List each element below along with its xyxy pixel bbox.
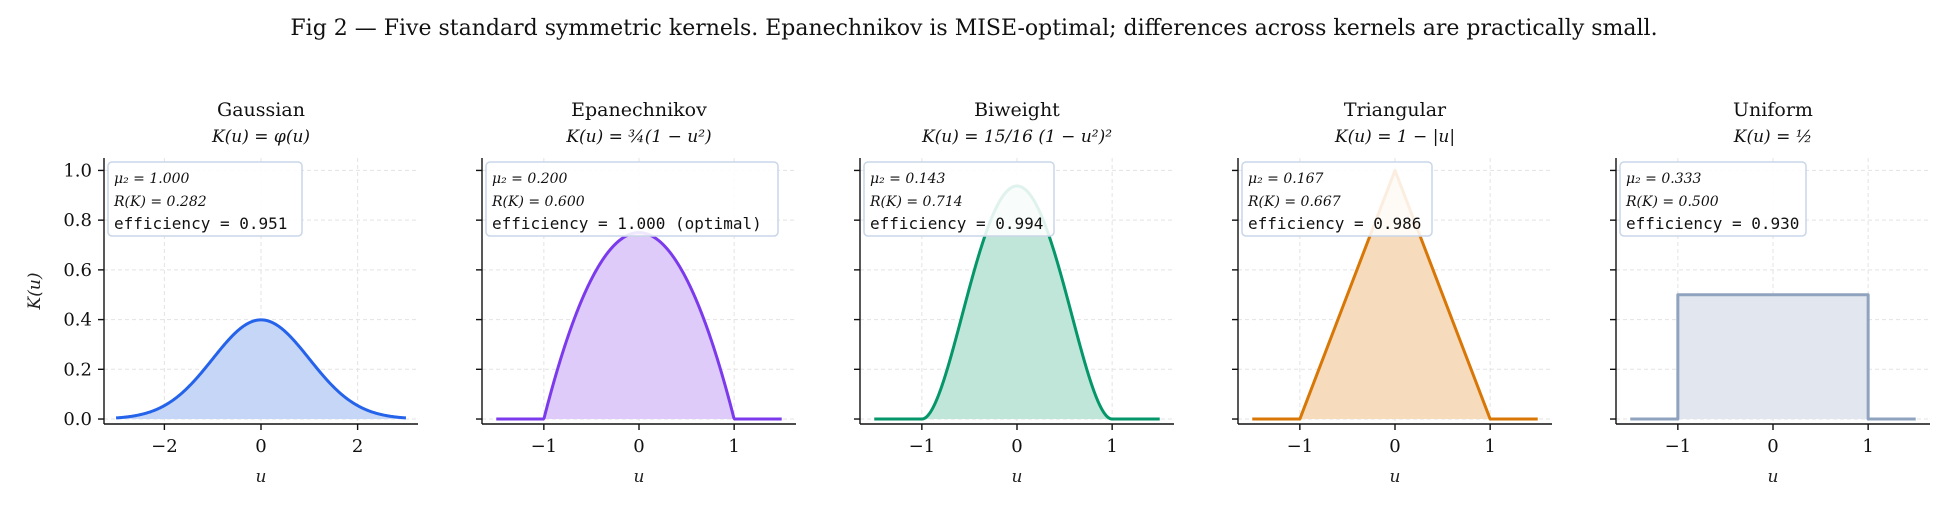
stat-efficiency: efficiency = 1.000 (optimal) (492, 214, 762, 233)
y-tick-label: 0.2 (63, 359, 92, 380)
y-tick-label: 0.0 (63, 409, 92, 430)
stat-efficiency: efficiency = 0.951 (114, 214, 287, 233)
stats-box (1241, 161, 1433, 237)
kernel-fill-area (116, 319, 406, 420)
panel-title: Uniform (1733, 99, 1813, 121)
stat-efficiency: efficiency = 0.930 (1626, 214, 1799, 233)
stat-mu2: μ₂ = 0.333 (1626, 171, 1702, 187)
panel-formula: K(u) = 15/16 (1 − u²)² (921, 127, 1112, 147)
x-tick-label: 1 (1484, 436, 1495, 457)
y-tick-label: 0.8 (63, 210, 92, 231)
stat-roughness: R(K) = 0.714 (869, 194, 963, 210)
kernel-fill-area (496, 232, 782, 420)
kernel-fill-area (874, 185, 1160, 420)
x-tick-label: 0 (633, 436, 644, 457)
x-tick-label: 1 (1106, 436, 1117, 457)
x-tick-label: 2 (352, 436, 363, 457)
x-axis-label: u (1012, 467, 1023, 487)
kernel-fill-area (1630, 294, 1916, 420)
kernel-fill-area (1252, 170, 1538, 420)
x-axis-label: u (1768, 467, 1779, 487)
x-axis-label: u (256, 467, 267, 487)
panel-title: Triangular (1344, 99, 1447, 121)
y-tick-label: 1.0 (63, 160, 92, 181)
panel-formula: K(u) = φ(u) (211, 127, 310, 147)
stat-mu2: μ₂ = 0.167 (1248, 171, 1324, 187)
y-tick-label: 0.6 (63, 260, 92, 281)
stat-roughness: R(K) = 0.600 (491, 194, 585, 210)
panel-title: Biweight (974, 99, 1060, 121)
stats-box (107, 161, 303, 237)
stat-efficiency: efficiency = 0.994 (870, 214, 1043, 233)
x-axis-label: u (1390, 467, 1401, 487)
x-tick-label: 1 (1862, 436, 1873, 457)
stats-box (1619, 161, 1807, 237)
stats-box (485, 161, 779, 237)
x-tick-label: 0 (1389, 436, 1400, 457)
stat-mu2: μ₂ = 1.000 (114, 171, 190, 187)
panel-uniform: −1 0 1 Uniform K(u) = ½ u μ₂ = 0.333 R(K) = 0.5… (1610, 99, 1930, 487)
panel-epanechnikov: −1 0 1 Epanechnikov K(u) = ¾(1 − u²) u μ₂ = 0.… (476, 99, 796, 487)
stat-mu2: μ₂ = 0.143 (870, 171, 946, 187)
y-tick-label: 0.4 (63, 310, 92, 331)
y-axis-label: K(u) (25, 273, 45, 311)
panel-triangular: −1 0 1 Triangular K(u) = 1 − |u| u μ₂ = 0.167 R… (1232, 99, 1552, 487)
stat-roughness: R(K) = 0.667 (1247, 194, 1341, 210)
stat-roughness: R(K) = 0.500 (1625, 194, 1719, 210)
x-tick-label: −2 (151, 436, 178, 457)
x-tick-label: −1 (1665, 436, 1692, 457)
panel-gaussian: 0.0 0.2 0.4 0.6 0.8 1.0 −2 0 2 Gaussian K(u) = φ(u… (63, 99, 418, 487)
stat-roughness: R(K) = 0.282 (113, 194, 207, 210)
x-tick-label: 1 (728, 436, 739, 457)
x-tick-label: 0 (1011, 436, 1022, 457)
panel-formula: K(u) = ¾(1 − u²) (565, 127, 711, 147)
x-tick-label: −1 (909, 436, 936, 457)
stat-efficiency: efficiency = 0.986 (1248, 214, 1421, 233)
x-tick-label: −1 (1287, 436, 1314, 457)
kernel-curve-line (1630, 293, 1916, 421)
panel-title: Gaussian (217, 99, 305, 121)
panel-title: Epanechnikov (571, 99, 707, 121)
figure-title: Fig 2 — Five standard symmetric kernels.… (290, 16, 1658, 41)
stat-mu2: μ₂ = 0.200 (492, 171, 568, 187)
panel-biweight: −1 0 1 Biweight K(u) = 15/16 (1 − u²)² u μ₂ = … (854, 99, 1174, 487)
x-tick-label: 0 (1767, 436, 1778, 457)
stats-box (863, 161, 1055, 237)
x-axis-label: u (634, 467, 645, 487)
panel-formula: K(u) = ½ (1733, 127, 1812, 147)
x-tick-label: −1 (531, 436, 558, 457)
x-tick-label: 0 (255, 436, 266, 457)
panel-formula: K(u) = 1 − |u| (1334, 127, 1455, 147)
kernel-curve-line (115, 318, 407, 420)
